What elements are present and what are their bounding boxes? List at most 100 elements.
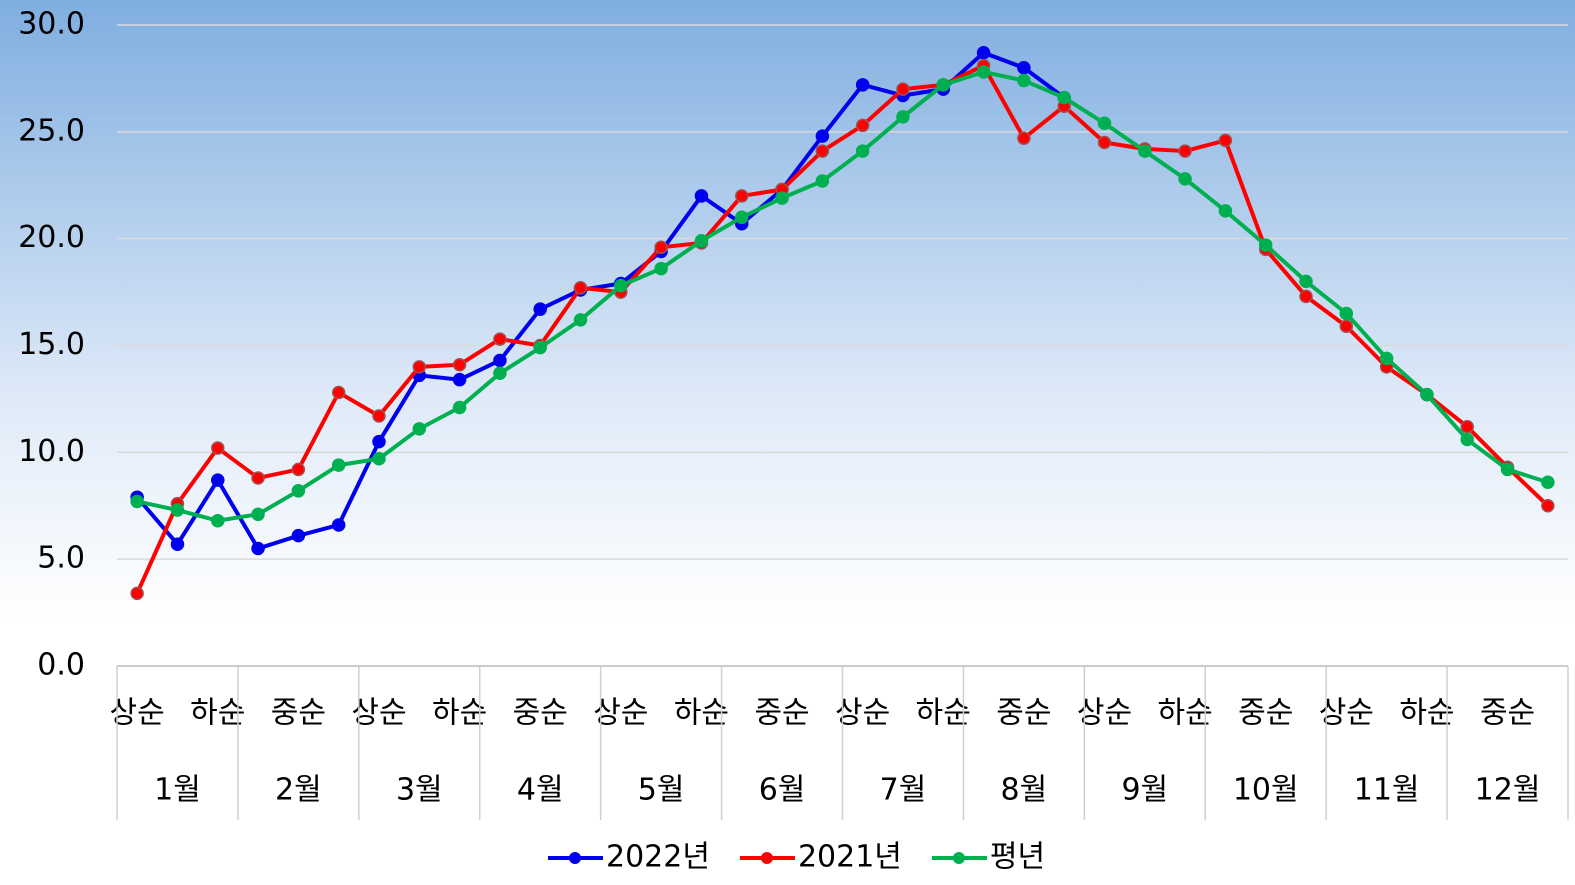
y-tick-label: 30.0 (18, 7, 85, 42)
x-tick-label: 중순 (996, 696, 1051, 731)
month-label: 2월 (275, 773, 322, 808)
y-tick-label: 10.0 (18, 434, 85, 469)
point (855, 78, 870, 92)
point (896, 110, 910, 124)
x-tick-label: 상순 (351, 696, 406, 731)
point (130, 586, 144, 601)
point (372, 451, 386, 466)
month-label: 1월 (154, 773, 201, 808)
point (211, 473, 225, 487)
point (694, 234, 709, 248)
point (251, 507, 265, 522)
point (533, 340, 547, 355)
legend-marker (760, 852, 773, 864)
point (614, 278, 628, 293)
point (533, 302, 547, 316)
month-label: 9월 (1121, 773, 1168, 808)
point (1420, 387, 1434, 402)
x-tick-label: 중순 (271, 696, 326, 731)
point (654, 240, 668, 254)
point (331, 385, 346, 400)
x-tick-label: 하순 (674, 696, 729, 731)
point (211, 441, 225, 455)
point (734, 189, 749, 203)
point (211, 513, 225, 528)
point (1500, 462, 1515, 477)
point (1379, 351, 1394, 366)
month-label: 12월 (1475, 773, 1541, 808)
point (654, 261, 668, 276)
point (1541, 475, 1555, 489)
month-label: 5월 (638, 773, 685, 808)
point (1460, 419, 1474, 434)
point (1541, 499, 1555, 513)
point (452, 400, 467, 415)
point (493, 366, 507, 381)
point (412, 360, 427, 374)
series-line (135, 50, 1066, 551)
point (452, 372, 467, 387)
point (734, 210, 749, 225)
series-line (136, 70, 1549, 523)
point (291, 462, 306, 477)
point (170, 503, 185, 517)
point (815, 144, 830, 158)
point (1017, 131, 1031, 145)
x-tick-label: 하순 (1399, 696, 1454, 731)
point (1299, 289, 1313, 304)
point (493, 353, 507, 368)
x-tick-label: 하순 (190, 696, 245, 731)
legend-marker (569, 852, 581, 864)
point (291, 484, 306, 498)
point (1017, 73, 1031, 88)
legend-marker (952, 852, 965, 864)
point (493, 332, 507, 346)
point (855, 144, 870, 158)
legend-label: 2021년 (798, 840, 902, 875)
point (251, 471, 265, 485)
month-label: 6월 (759, 773, 806, 808)
point (412, 422, 427, 436)
point (1138, 144, 1152, 158)
x-tick-label: 하순 (1157, 696, 1212, 731)
y-tick-label: 0.0 (37, 648, 85, 683)
month-label: 4월 (517, 773, 564, 808)
point (1218, 204, 1233, 218)
x-tick-label: 상순 (835, 696, 890, 731)
x-tick-label: 중순 (1480, 696, 1535, 731)
point (896, 82, 910, 96)
x-tick-label: 상순 (593, 696, 648, 731)
point (1258, 238, 1273, 252)
x-tick-label: 하순 (432, 696, 487, 731)
point (1057, 90, 1071, 105)
legend-label: 2022년 (606, 840, 710, 875)
point (1218, 133, 1233, 148)
point (936, 78, 951, 92)
point (251, 541, 265, 556)
point (291, 528, 306, 543)
point (1178, 144, 1192, 158)
series-line (135, 63, 1550, 595)
point (855, 118, 870, 133)
point (331, 458, 346, 472)
month-label: 3월 (396, 773, 443, 808)
x-tick-label: 상순 (110, 696, 165, 731)
point (170, 537, 185, 551)
y-tick-label: 25.0 (18, 113, 85, 148)
y-tick-label: 15.0 (18, 327, 85, 362)
point (372, 409, 386, 423)
point (694, 189, 709, 203)
month-label: 8월 (1001, 773, 1048, 808)
point (1097, 116, 1112, 131)
point (372, 434, 386, 449)
point (1339, 306, 1354, 321)
point (573, 281, 588, 295)
point (815, 129, 830, 143)
x-tick-label: 하순 (916, 696, 971, 731)
y-tick-label: 5.0 (37, 541, 85, 576)
point (976, 65, 991, 79)
month-label: 7월 (880, 773, 927, 808)
